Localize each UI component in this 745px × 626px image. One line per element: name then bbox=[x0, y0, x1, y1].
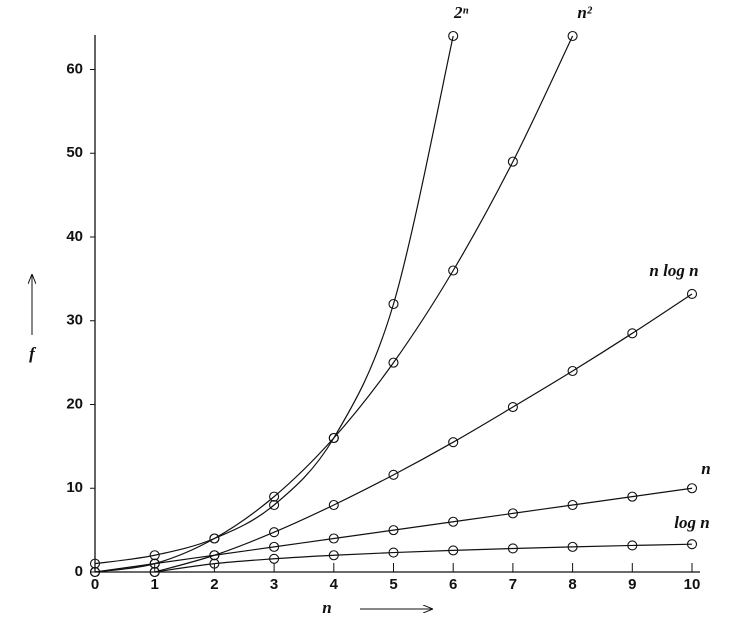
x-tick-label: 1 bbox=[151, 576, 159, 593]
data-point bbox=[686, 483, 698, 494]
x-tick-label: 4 bbox=[330, 576, 339, 593]
y-tick-label: 60 bbox=[66, 60, 83, 77]
data-point bbox=[388, 525, 399, 536]
data-point bbox=[567, 499, 578, 511]
data-point bbox=[269, 499, 280, 511]
data-point bbox=[89, 558, 101, 569]
data-point bbox=[448, 30, 459, 42]
x-tick-label: 5 bbox=[389, 576, 397, 593]
data-point bbox=[388, 469, 399, 480]
data-point bbox=[627, 491, 638, 502]
data-point bbox=[328, 499, 339, 511]
x-tick-label: 9 bbox=[628, 576, 636, 593]
y-tick-label: 0 bbox=[75, 563, 83, 580]
x-tick-label: 3 bbox=[270, 576, 278, 593]
data-point bbox=[269, 541, 280, 552]
data-point bbox=[507, 543, 518, 554]
data-point bbox=[448, 437, 459, 448]
series-line bbox=[94, 35, 574, 573]
series-label: log n bbox=[674, 513, 709, 532]
series-line bbox=[94, 487, 693, 573]
x-tick-label: 7 bbox=[509, 576, 517, 593]
data-point bbox=[209, 558, 220, 569]
data-point bbox=[567, 541, 578, 552]
series-line bbox=[94, 35, 454, 565]
series-line bbox=[154, 543, 693, 573]
data-point bbox=[149, 558, 160, 569]
series-label: n log n bbox=[649, 261, 698, 280]
data-point bbox=[507, 401, 518, 413]
data-point bbox=[149, 566, 160, 578]
x-tick-label: 2 bbox=[210, 576, 218, 593]
data-point bbox=[627, 540, 638, 551]
y-tick-label: 10 bbox=[66, 479, 83, 496]
y-tick-label: 50 bbox=[66, 144, 83, 161]
data-point bbox=[686, 288, 698, 300]
data-point bbox=[448, 516, 459, 527]
x-tick-label: 8 bbox=[568, 576, 576, 593]
x-tick-label: 0 bbox=[91, 576, 99, 593]
series-label: 2ⁿ bbox=[453, 3, 469, 22]
data-point bbox=[448, 545, 459, 556]
data-point bbox=[388, 298, 399, 310]
y-tick-label: 30 bbox=[66, 312, 83, 329]
data-point bbox=[269, 553, 280, 564]
data-point bbox=[388, 357, 399, 368]
data-point bbox=[567, 30, 578, 42]
series-label: n bbox=[701, 459, 710, 478]
y-tick-label: 40 bbox=[66, 228, 83, 245]
data-point bbox=[448, 265, 459, 276]
data-point bbox=[89, 566, 101, 578]
y-tick-label: 20 bbox=[66, 395, 83, 412]
data-point bbox=[328, 432, 339, 444]
data-point bbox=[507, 156, 518, 167]
data-point bbox=[269, 491, 280, 502]
x-axis-label: n bbox=[322, 598, 331, 617]
data-point bbox=[269, 527, 280, 538]
data-point bbox=[328, 550, 339, 561]
data-point bbox=[209, 550, 220, 561]
y-axis-label: f bbox=[29, 344, 37, 363]
data-point bbox=[328, 533, 339, 544]
data-point bbox=[686, 539, 698, 550]
data-point bbox=[567, 365, 578, 377]
x-tick-label: 6 bbox=[449, 576, 457, 593]
data-point bbox=[388, 547, 399, 558]
data-point bbox=[209, 533, 220, 544]
data-point bbox=[507, 508, 518, 519]
data-point bbox=[627, 328, 638, 339]
data-point bbox=[149, 550, 160, 561]
series-line bbox=[154, 293, 693, 573]
x-tick-label: 10 bbox=[684, 576, 701, 593]
series-label: n² bbox=[577, 3, 592, 22]
